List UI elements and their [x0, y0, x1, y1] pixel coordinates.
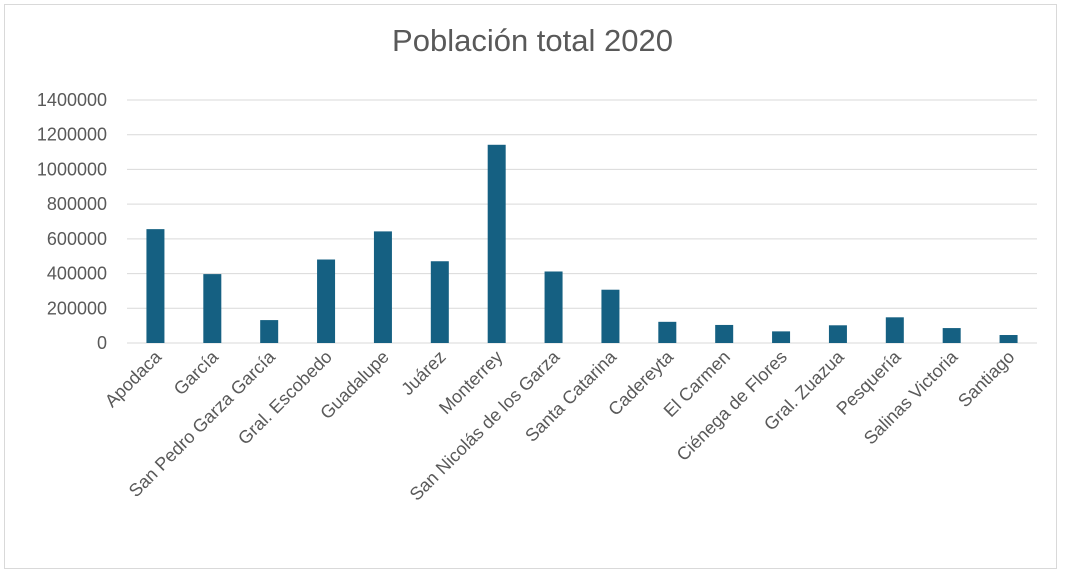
- bars: [146, 144, 1018, 343]
- bar: [146, 229, 165, 343]
- bar: [828, 325, 847, 343]
- bar: [487, 144, 506, 343]
- y-tick-label: 1000000: [37, 159, 107, 179]
- bar: [544, 271, 563, 343]
- bar: [203, 274, 222, 343]
- y-axis-ticks: 0 200000 400000 600000 800000 1000000 1200000 1…: [37, 90, 107, 353]
- y-tick-label: 600000: [47, 229, 107, 249]
- bar: [999, 335, 1018, 343]
- bar: [317, 259, 336, 343]
- bar: [260, 320, 279, 343]
- bar: [715, 324, 734, 343]
- bar: [601, 289, 620, 343]
- bar: [373, 231, 392, 343]
- bar: [772, 331, 791, 343]
- bar: [430, 261, 449, 343]
- y-tick-label: 400000: [47, 264, 107, 284]
- bar: [942, 328, 961, 343]
- chart-title: Población total 2020: [392, 23, 673, 58]
- x-tick-label: Santiago: [954, 347, 1018, 411]
- y-tick-label: 1200000: [37, 125, 107, 145]
- bar: [885, 317, 904, 343]
- chart-frame: [4, 4, 1057, 569]
- y-tick-label: 0: [97, 333, 107, 353]
- bar: [658, 321, 677, 343]
- x-tick-label: Juárez: [397, 347, 449, 399]
- grid-lines: [127, 99, 1037, 344]
- y-tick-label: 200000: [47, 298, 107, 318]
- x-tick-label: García: [170, 346, 223, 399]
- y-tick-label: 1400000: [37, 90, 107, 110]
- x-tick-label: Apodaca: [101, 346, 166, 411]
- y-tick-label: 800000: [47, 194, 107, 214]
